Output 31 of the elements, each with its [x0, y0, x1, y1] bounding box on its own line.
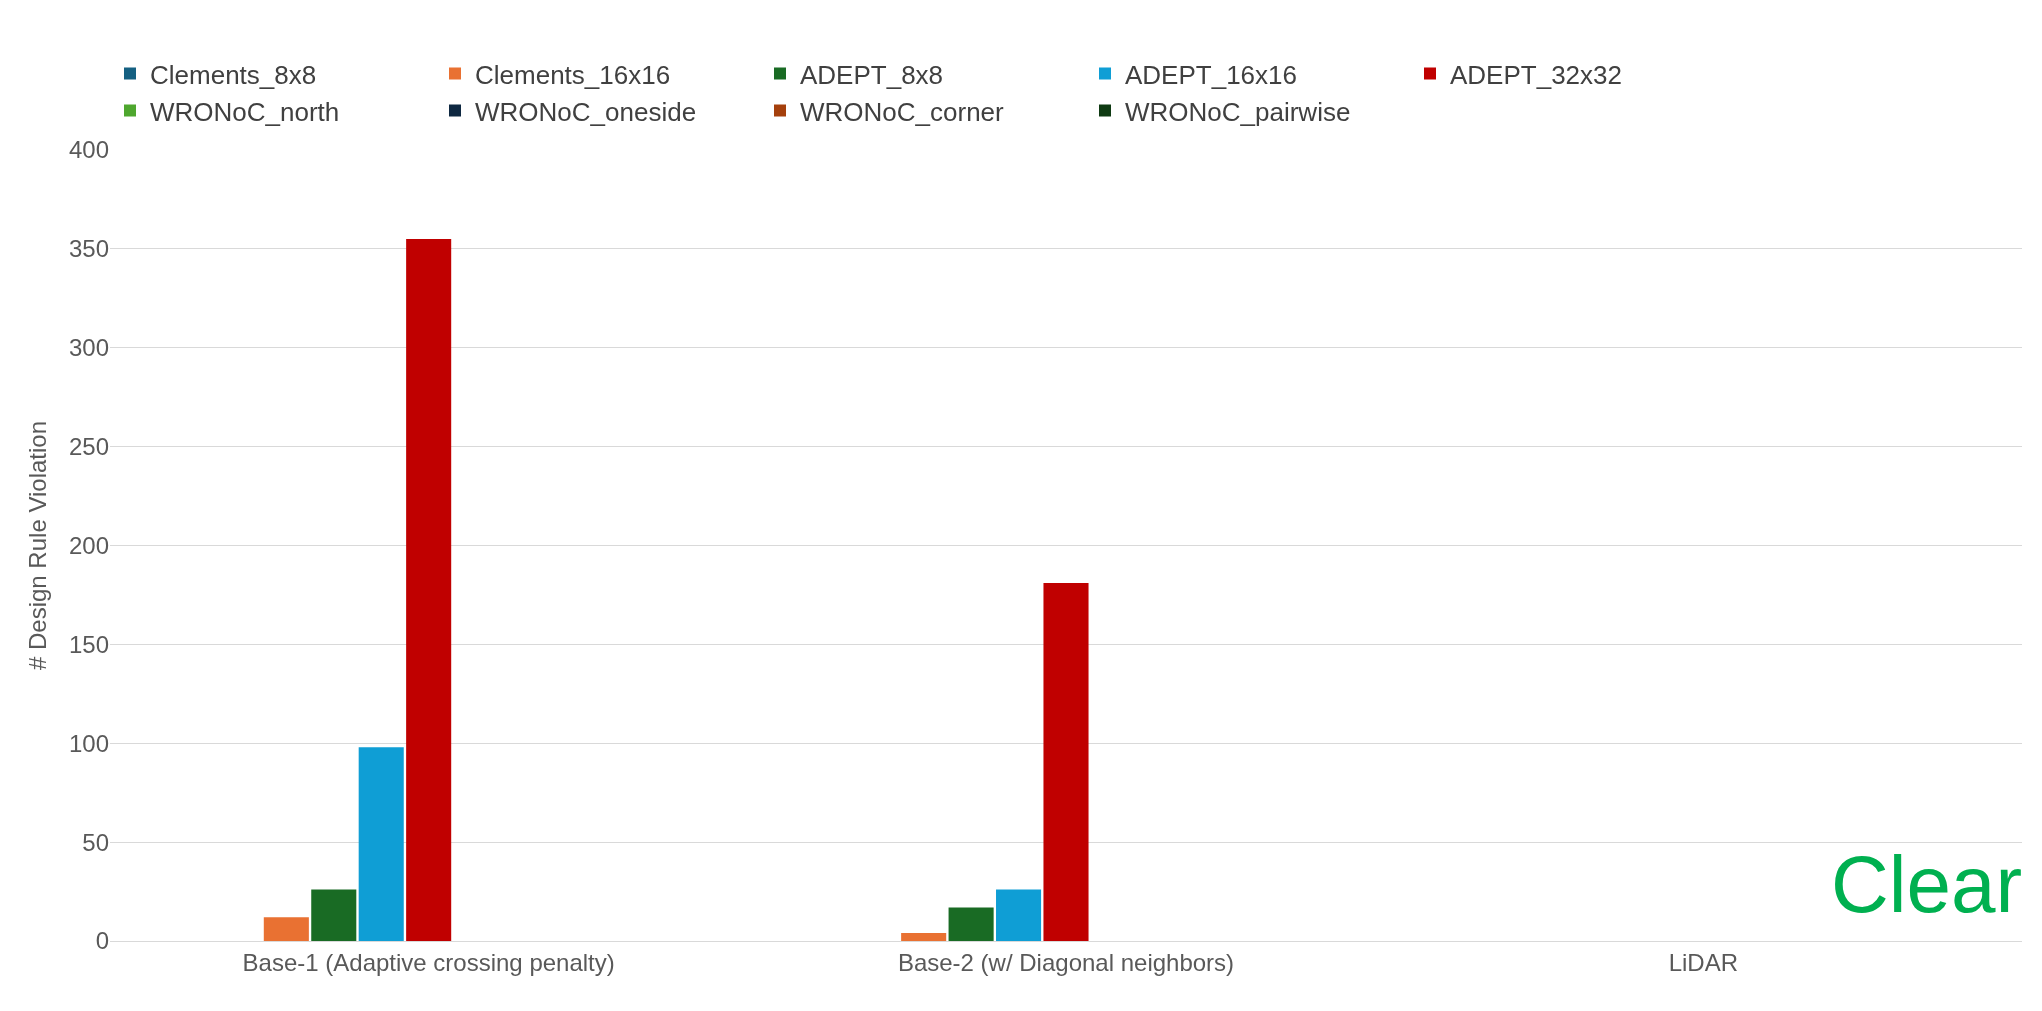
legend-label: Clements_16x16: [475, 59, 671, 90]
bar: [406, 238, 452, 941]
bar: [996, 889, 1042, 941]
bar: [948, 907, 994, 941]
y-tick-label: 50: [82, 828, 109, 856]
x-tick-label: Base-2 (w/ Diagonal neighbors): [897, 948, 1235, 976]
bar: [311, 889, 357, 941]
legend-label: WRONoC_oneside: [475, 96, 697, 127]
annotation: Clear: [1831, 840, 2023, 929]
legend-label: WRONoC_north: [150, 96, 340, 127]
y-tick-label: 100: [68, 729, 109, 757]
legend-label: ADEPT_8x8: [800, 59, 944, 90]
y-tick-label: 200: [68, 531, 109, 559]
bar: [263, 917, 309, 941]
legend-label: WRONoC_corner: [800, 96, 1005, 127]
y-tick-label: 300: [68, 334, 109, 362]
bar: [1043, 583, 1089, 941]
y-tick-label: 350: [68, 235, 109, 263]
legend-label: Clements_8x8: [150, 59, 317, 90]
y-tick-label: 0: [95, 927, 109, 955]
x-tick-label: LiDAR: [1668, 948, 1739, 976]
y-tick-label: 400: [68, 136, 109, 164]
bar: [358, 747, 404, 941]
y-axis-title: # Design Rule Violation: [24, 420, 52, 671]
legend-label: ADEPT_32x32: [1450, 59, 1622, 90]
legend-label: ADEPT_16x16: [1125, 59, 1297, 90]
bar: [901, 933, 947, 941]
x-tick-label: Base-1 (Adaptive crossing penalty): [242, 948, 615, 976]
y-tick-label: 150: [68, 630, 109, 658]
y-tick-label: 250: [68, 433, 109, 461]
legend-label: WRONoC_pairwise: [1125, 96, 1351, 127]
